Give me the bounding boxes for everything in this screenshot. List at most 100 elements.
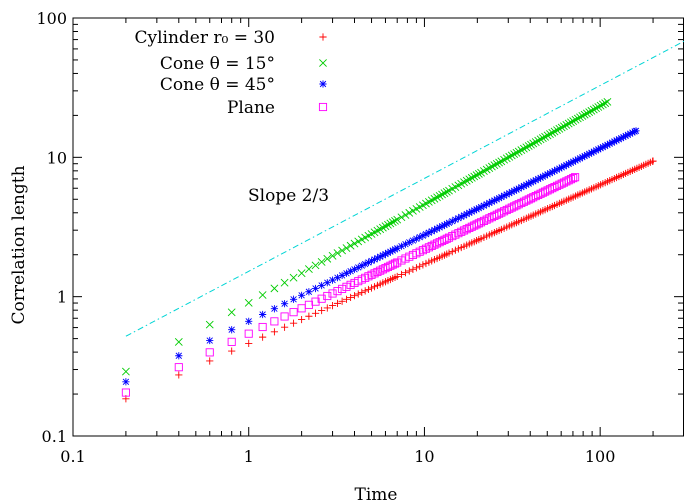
data-point: [592, 146, 600, 155]
data-point: [555, 164, 563, 173]
data-point: [490, 196, 498, 205]
data-point: [597, 144, 605, 152]
data-point: [612, 136, 621, 144]
legend-marker: [319, 80, 327, 88]
data-point: [206, 357, 214, 365]
data-point: [298, 315, 306, 324]
data-point: [317, 294, 326, 303]
data-point: [567, 118, 575, 127]
x-tick-label: 10: [414, 447, 434, 466]
data-point: [367, 270, 376, 279]
data-point: [205, 348, 214, 357]
data-point: [438, 222, 446, 230]
data-point: [483, 200, 491, 208]
y-tick-label: 100: [36, 9, 67, 28]
data-point: [468, 208, 476, 216]
data-point: [525, 180, 533, 188]
data-point: [548, 128, 557, 137]
data-point: [448, 217, 456, 225]
data-point: [510, 187, 518, 195]
data-point: [333, 274, 342, 282]
legend-marker: [318, 102, 328, 112]
data-point: [409, 236, 417, 245]
data-point: [370, 269, 379, 278]
data-point: [370, 283, 379, 291]
y-axis-title: Correlation length: [9, 165, 29, 324]
data-point: [289, 308, 298, 317]
legend: Cylinder r₀ = 30 Cone θ = 15° Cone θ = 4…: [134, 28, 328, 118]
data-point: [573, 114, 582, 123]
data-point: [529, 177, 537, 185]
x-tick-label: 0.1: [60, 447, 85, 466]
data-point: [576, 154, 584, 162]
data-point: [567, 159, 575, 167]
data-point: [508, 188, 516, 196]
data-point: [338, 246, 347, 255]
data-point: [421, 244, 431, 253]
data-point: [244, 329, 253, 338]
data-point: [553, 126, 561, 135]
data-point: [347, 267, 355, 275]
data-point: [354, 290, 362, 298]
data-point: [601, 99, 610, 108]
data-point: [419, 261, 427, 269]
data-point: [388, 218, 397, 227]
data-point: [425, 229, 433, 237]
data-point: [305, 312, 313, 320]
data-point: [472, 205, 481, 213]
data-point: [460, 211, 468, 220]
legend-markers: [318, 33, 328, 112]
data-point: [477, 235, 485, 243]
data-point: [502, 154, 511, 163]
data-point: [175, 352, 183, 360]
data-point: [465, 209, 473, 217]
data-point: [507, 151, 516, 160]
data-point: [409, 265, 417, 273]
data-point: [338, 271, 346, 280]
data-point: [442, 187, 451, 196]
data-point: [397, 242, 406, 250]
data-point: [451, 246, 459, 254]
data-point: [391, 245, 399, 253]
data-point: [454, 245, 462, 253]
data-point: [546, 169, 554, 177]
y-tick-label: 0.1: [42, 427, 67, 446]
data-point: [606, 140, 614, 148]
data-point: [427, 241, 436, 250]
data-point: [482, 215, 491, 224]
data-point: [541, 132, 550, 141]
data-point: [440, 221, 449, 229]
data-point: [624, 131, 632, 139]
series-2: [122, 127, 640, 386]
data-point: [527, 178, 535, 187]
data-point: [590, 147, 598, 156]
data-point: [440, 189, 449, 198]
data-point: [562, 161, 570, 169]
data-point: [318, 306, 326, 315]
data-point: [574, 155, 582, 164]
data-point: [589, 105, 598, 114]
data-point: [500, 192, 508, 200]
data-point: [289, 319, 298, 327]
data-point: [631, 127, 639, 136]
data-point: [376, 253, 384, 261]
data-point: [391, 216, 399, 225]
data-point: [386, 248, 394, 256]
data-point: [384, 249, 392, 257]
data-point: [390, 259, 400, 268]
data-point: [503, 190, 511, 199]
data-point: [338, 284, 347, 293]
data-point: [121, 388, 130, 397]
data-point: [448, 232, 457, 241]
data-point: [524, 142, 533, 150]
data-point: [401, 269, 410, 277]
data-point: [580, 110, 589, 119]
data-point: [311, 297, 320, 306]
data-point: [373, 254, 382, 262]
data-point: [553, 166, 561, 174]
data-point: [581, 152, 589, 160]
data-point: [497, 193, 505, 201]
data-point: [323, 304, 331, 312]
data-point: [270, 305, 278, 313]
data-point: [474, 219, 483, 228]
